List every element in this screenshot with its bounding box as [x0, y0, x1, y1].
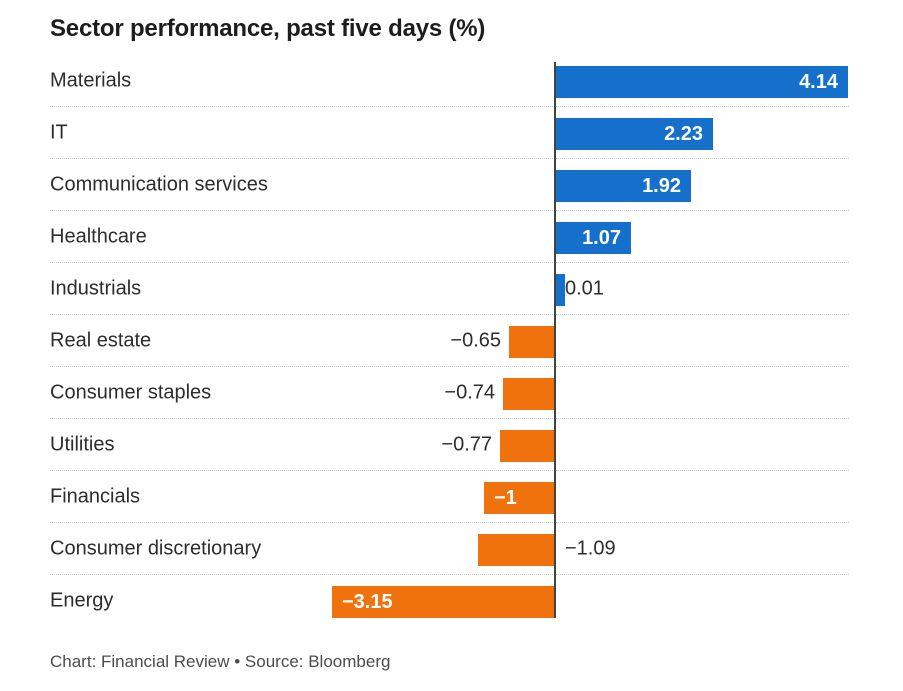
chart-plot-area: Materials 4.14 IT 2.23 Communication service… — [50, 55, 849, 627]
value-label: 1.92 — [642, 174, 681, 197]
bar-negative — [503, 378, 555, 410]
value-label: −1.09 — [565, 537, 616, 559]
category-label: Energy — [50, 589, 114, 612]
value-label: 2.23 — [664, 122, 703, 145]
chart-row: Real estate −0.65 — [50, 315, 849, 367]
value-label: 0.01 — [565, 277, 604, 299]
value-label: −0.74 — [444, 381, 495, 403]
category-label: IT — [50, 121, 68, 143]
value-label: −1 — [494, 486, 517, 509]
zero-axis-line — [554, 62, 556, 618]
chart-row: Communication services 1.92 — [50, 159, 849, 211]
bar-negative: −1 — [484, 482, 555, 514]
chart-row: Financials −1 — [50, 471, 849, 523]
chart-row: Materials 4.14 — [50, 55, 849, 107]
chart-row: Healthcare 1.07 — [50, 211, 849, 263]
category-label: Real estate — [50, 329, 152, 351]
category-label: Materials — [50, 69, 132, 91]
value-label: 4.14 — [799, 70, 838, 93]
category-label: Healthcare — [50, 225, 147, 247]
category-label: Industrials — [50, 277, 142, 299]
bar-positive — [555, 274, 565, 306]
chart-title: Sector performance, past five days (%) — [50, 15, 486, 42]
chart-row: Energy −3.15 — [50, 575, 849, 627]
chart-row: IT 2.23 — [50, 107, 849, 159]
value-label: 1.07 — [582, 226, 621, 249]
bar-negative — [500, 430, 555, 462]
category-label: Consumer discretionary — [50, 537, 262, 559]
value-label: −0.77 — [441, 433, 492, 455]
bar-negative — [509, 326, 555, 358]
chart-row: Consumer discretionary −1.09 — [50, 523, 849, 575]
category-label: Consumer staples — [50, 381, 212, 403]
value-label: −0.65 — [450, 329, 501, 351]
bar-positive: 1.92 — [555, 170, 691, 202]
bar-positive: 2.23 — [555, 118, 713, 150]
chart-row: Industrials 0.01 — [50, 263, 849, 315]
bar-positive: 4.14 — [555, 66, 848, 98]
category-label: Communication services — [50, 173, 268, 195]
category-label: Financials — [50, 485, 141, 507]
bar-negative — [478, 534, 555, 566]
bar-negative: −3.15 — [332, 586, 555, 618]
chart-row: Consumer staples −0.74 — [50, 367, 849, 419]
chart-source-caption: Chart: Financial Review • Source: Bloomb… — [50, 652, 391, 671]
chart-row: Utilities −0.77 — [50, 419, 849, 471]
category-label: Utilities — [50, 433, 115, 455]
bar-positive: 1.07 — [555, 222, 631, 254]
value-label: −3.15 — [342, 590, 393, 613]
